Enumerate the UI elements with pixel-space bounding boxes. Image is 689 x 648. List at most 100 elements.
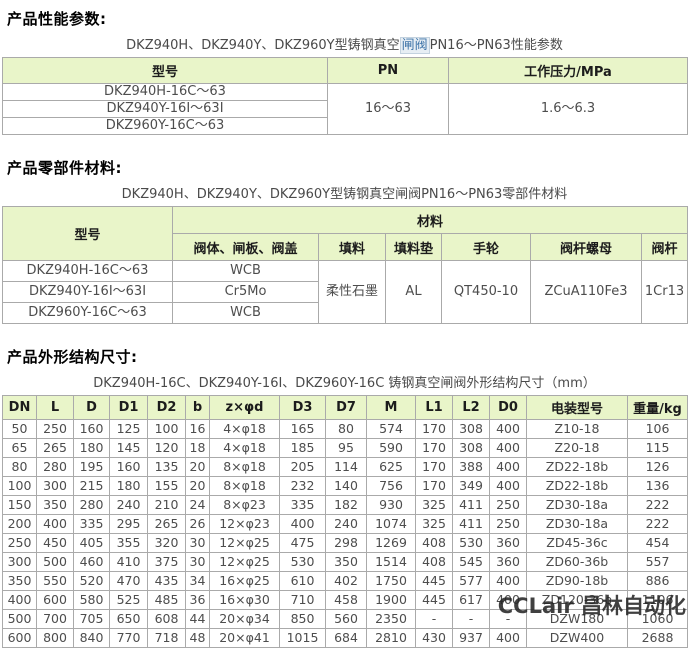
dimensions-table: DN L D D1 D2 b z×φd D3 D7 M L1 L2 D0 电装型号 重量/kg 50 250 1… [2, 395, 688, 648]
dim-cell: 180 [109, 476, 148, 496]
dim-cell: 610 [279, 571, 326, 591]
dim-cell: 350 [36, 495, 74, 515]
dim-cell: 160 [73, 419, 110, 439]
dim-cell: 215 [73, 476, 110, 496]
dim-cell: 454 [627, 533, 688, 553]
dim-cell: 1900 [366, 590, 416, 610]
gate-valve-keyword-link[interactable]: 闸阀 [399, 37, 430, 54]
dim-cell: 800 [36, 628, 74, 648]
dim-cell: 80 [325, 419, 367, 439]
dim-cell: 408 [415, 552, 453, 572]
dim-col-header: D7 [325, 395, 367, 420]
dim-cell: 280 [73, 495, 110, 515]
dim-cell: 120 [147, 438, 186, 458]
dim-cell: 320 [147, 533, 186, 553]
dim-cell: 30 [185, 552, 210, 572]
body-material-cell: WCB [172, 260, 319, 282]
materials-header-row: 型号 材料 [2, 206, 689, 261]
dim-cell: 12×φ23 [209, 514, 280, 534]
dim-cell: 295 [109, 514, 148, 534]
col-header-packing-pad: 填料垫 [385, 233, 442, 261]
dim-cell: Z20-18 [526, 438, 628, 458]
dim-cell: 240 [109, 495, 148, 515]
dim-cell: 155 [147, 476, 186, 496]
dim-cell: 400 [489, 476, 527, 496]
dim-col-header: DN [2, 395, 37, 420]
dim-cell: 265 [147, 514, 186, 534]
performance-header-row: 型号 PN 工作压力/MPa [2, 57, 688, 84]
col-header-handwheel: 手轮 [441, 233, 531, 261]
model-cell: DKZ940Y-16I～63I [2, 281, 173, 303]
performance-table: 型号 PN 工作压力/MPa DKZ940H-16C～63 16～63 1.6～… [2, 57, 688, 135]
dim-cell: 408 [415, 533, 453, 553]
dim-cell: ZD45-36c [526, 533, 628, 553]
dim-cell: 8×φ18 [209, 476, 280, 496]
dim-cell: 308 [452, 419, 490, 439]
dim-cell: 135 [147, 457, 186, 477]
dim-cell: - [452, 609, 490, 629]
dim-cell: 300 [36, 476, 74, 496]
pn-range-cell: 16～63 [327, 83, 449, 135]
dim-cell: 145 [109, 438, 148, 458]
dim-cell: 200 [2, 514, 37, 534]
dimensions-header-row: DN L D D1 D2 b z×φd D3 D7 M L1 L2 D0 电装型号 重量/kg [2, 395, 688, 420]
dim-cell: 195 [73, 457, 110, 477]
dim-cell: 170 [415, 419, 453, 439]
col-header-packing: 填料 [318, 233, 386, 261]
dim-cell: 625 [366, 457, 416, 477]
dim-col-header: L [36, 395, 74, 420]
dim-cell: 580 [73, 590, 110, 610]
dim-cell: 114 [325, 457, 367, 477]
dim-cell: 150 [2, 495, 37, 515]
dim-col-header: D0 [489, 395, 527, 420]
dim-cell: 24 [185, 495, 210, 515]
dim-cell: 180 [73, 438, 110, 458]
dim-cell: 350 [325, 552, 367, 572]
dim-cell: 350 [2, 571, 37, 591]
dim-cell: - [415, 609, 453, 629]
section-heading-performance: 产品性能参数: [7, 10, 107, 28]
dim-cell: 411 [452, 514, 490, 534]
col-header-working-pressure: 工作压力/MPa [448, 57, 688, 84]
dim-cell: 65 [2, 438, 37, 458]
dim-cell: 1514 [366, 552, 416, 572]
dim-cell: 222 [627, 495, 688, 515]
dim-cell: 470 [109, 571, 148, 591]
dim-cell: 240 [325, 514, 367, 534]
dim-cell: 375 [147, 552, 186, 572]
dim-cell: 500 [36, 552, 74, 572]
dim-row: 300 500 460 410 375 30 12×φ25 530 350 1514 408 545 3… [2, 552, 688, 572]
dim-cell: 1269 [366, 533, 416, 553]
dim-cell: 530 [279, 552, 326, 572]
dim-cell: 48 [185, 628, 210, 648]
dim-cell: 232 [279, 476, 326, 496]
body-material-cell: Cr5Mo [172, 281, 319, 303]
dim-cell: 400 [489, 628, 527, 648]
dim-cell: 335 [279, 495, 326, 515]
dim-cell: 106 [627, 419, 688, 439]
dim-cell: 400 [489, 419, 527, 439]
table-row: DKZ960Y-16C～63 WCB [2, 302, 688, 324]
dim-cell: 590 [366, 438, 416, 458]
dimensions-table-caption: DKZ940H-16C、DKZ940Y-16I、DKZ960Y-16C 铸钢真空… [93, 376, 596, 391]
dim-cell: 308 [452, 438, 490, 458]
dim-cell: 280 [36, 457, 74, 477]
dim-cell: 185 [279, 438, 326, 458]
dim-cell: 2350 [366, 609, 416, 629]
model-cell: DKZ940H-16C～63 [2, 260, 173, 282]
dim-cell: ZD30-18a [526, 495, 628, 515]
dim-cell: 700 [36, 609, 74, 629]
dim-cell: 20×φ41 [209, 628, 280, 648]
dim-cell: 16 [185, 419, 210, 439]
table-row: DKZ960Y-16C～63 [2, 117, 688, 135]
dim-col-header: L2 [452, 395, 490, 420]
dim-cell: 500 [2, 609, 37, 629]
dim-cell: 30 [185, 533, 210, 553]
table-row: DKZ940H-16C～63 WCB 柔性石墨 AL QT450-10 ZCuA… [2, 260, 689, 324]
dim-cell: 445 [415, 571, 453, 591]
dim-cell: 718 [147, 628, 186, 648]
dim-cell: 170 [415, 476, 453, 496]
dim-cell: 850 [279, 609, 326, 629]
dim-cell: 4×φ18 [209, 438, 280, 458]
